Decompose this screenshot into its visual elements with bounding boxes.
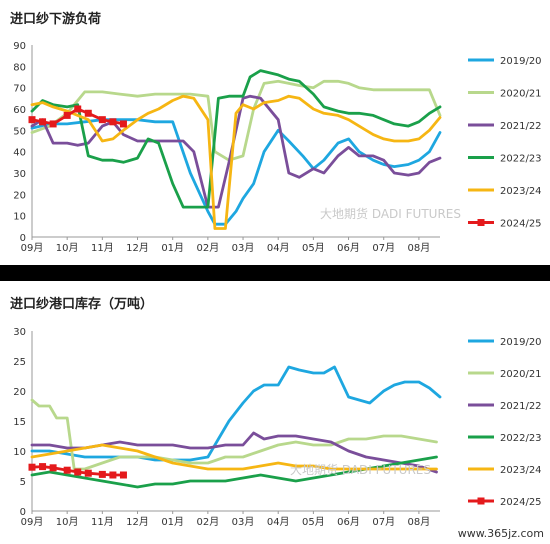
legend-label: 2021/22 (500, 121, 542, 132)
y-tick-label: 30 (13, 169, 26, 180)
series-line (30, 69, 442, 209)
x-tick-label: 09月 (21, 516, 44, 528)
series-marker (49, 464, 57, 472)
series-marker (74, 105, 82, 113)
series-marker (109, 471, 117, 479)
series-line (30, 79, 442, 162)
series-marker (39, 463, 47, 471)
y-tick-label: 25 (13, 357, 26, 368)
x-tick-label: 04月 (267, 516, 290, 528)
legend-label: 2021/22 (500, 401, 542, 412)
x-tick-label: 05月 (302, 516, 325, 528)
series-line (30, 94, 442, 209)
y-tick-label: 20 (13, 387, 26, 398)
series-marker (98, 116, 106, 124)
chart-svg-bottom: 0 5 10 15 20 25 30 09月 10月 11月 12月 01月 02月 03月 04月 05月 0… (13, 327, 542, 528)
y-tick-label: 50 (13, 126, 26, 137)
legend-label: 2023/24 (500, 186, 542, 197)
series-line (30, 118, 442, 226)
series-marker (28, 116, 36, 124)
chart-title-bottom: 进口纱港口库存（万吨） (10, 297, 154, 312)
series-marker (49, 120, 57, 128)
y-tick-label: 20 (13, 190, 26, 201)
series-marker (109, 118, 117, 126)
x-tick-label: 03月 (232, 242, 255, 254)
x-tick-label: 11月 (91, 516, 114, 528)
x-tick-label: 08月 (408, 516, 431, 528)
y-tick-label: 90 (13, 41, 26, 52)
legend-label: 2019/20 (500, 337, 542, 348)
series-line (30, 398, 438, 471)
x-tick-label: 11月 (91, 242, 114, 254)
x-tick-label: 01月 (161, 242, 184, 254)
x-tick-label: 02月 (196, 242, 219, 254)
series-line (30, 443, 438, 471)
legend-label: 2024/25 (500, 219, 542, 230)
y-tick-label: 40 (13, 148, 26, 159)
x-tick-label: 05月 (302, 242, 325, 254)
legend-marker (477, 219, 485, 226)
legend-label: 2020/21 (500, 369, 542, 380)
watermark-top: 大地期货 DADI FUTURES (320, 207, 461, 221)
x-tick-label: 12月 (126, 516, 149, 528)
series-marker (84, 469, 92, 477)
chart-panel-top: 进口纱下游负荷 0 10 20 30 40 50 60 70 80 90 09月 10月 11月 12月 0… (0, 0, 550, 265)
legend-label: 2024/25 (500, 497, 542, 508)
y-tick-label: 30 (13, 327, 26, 338)
x-tick-label: 02月 (196, 516, 219, 528)
y-tick-label: 15 (13, 417, 26, 428)
x-tick-label: 10月 (56, 516, 79, 528)
chart-svg-top: 0 10 20 30 40 50 60 70 80 90 09月 10月 11月 12月 01月 02月 03月… (13, 41, 542, 254)
x-tick-label: 03月 (232, 516, 255, 528)
site-watermark: www.365jz.com (457, 527, 544, 540)
y-tick-label: 80 (13, 62, 26, 73)
series-marker (63, 111, 71, 119)
x-tick-label: 07月 (372, 242, 395, 254)
watermark-bottom: 大地期货 DADI FUTURES (290, 463, 431, 477)
series-marker (63, 466, 71, 474)
y-tick-label: 10 (13, 212, 26, 223)
y-tick-label: 60 (13, 105, 26, 116)
legend-label: 2022/23 (500, 154, 542, 165)
x-tick-label: 08月 (408, 242, 431, 254)
x-tick-label: 07月 (372, 516, 395, 528)
legend-marker (477, 497, 485, 505)
x-tick-label: 06月 (337, 242, 360, 254)
y-tick-label: 0 (20, 233, 26, 244)
chart-title-top: 进口纱下游负荷 (10, 12, 102, 27)
legend-label: 2022/23 (500, 433, 542, 444)
x-tick-label: 01月 (161, 516, 184, 528)
series-marker (119, 120, 127, 128)
series-marker (39, 118, 47, 126)
y-tick-label: 10 (13, 447, 26, 458)
legend-label: 2020/21 (500, 89, 542, 100)
series-marker (84, 109, 92, 117)
x-tick-label: 06月 (337, 516, 360, 528)
x-tick-label: 12月 (126, 242, 149, 254)
y-tick-label: 70 (13, 84, 26, 95)
x-tick-label: 09月 (21, 242, 44, 254)
series-line (30, 94, 442, 230)
series-marker (74, 468, 82, 476)
x-tick-label: 04月 (267, 242, 290, 254)
series-marker (98, 470, 106, 478)
legend-label: 2023/24 (500, 465, 542, 476)
y-tick-label: 0 (20, 507, 26, 518)
x-tick-label: 10月 (56, 242, 79, 254)
series-marker (28, 463, 36, 471)
panel-divider (0, 265, 550, 281)
y-tick-label: 5 (20, 477, 26, 488)
chart-panel-bottom: 进口纱港口库存（万吨） 0 5 10 15 20 25 30 09月 10月 11月 12月 01月 0… (0, 281, 550, 544)
series-marker (119, 471, 127, 479)
legend-label: 2019/20 (500, 56, 542, 67)
